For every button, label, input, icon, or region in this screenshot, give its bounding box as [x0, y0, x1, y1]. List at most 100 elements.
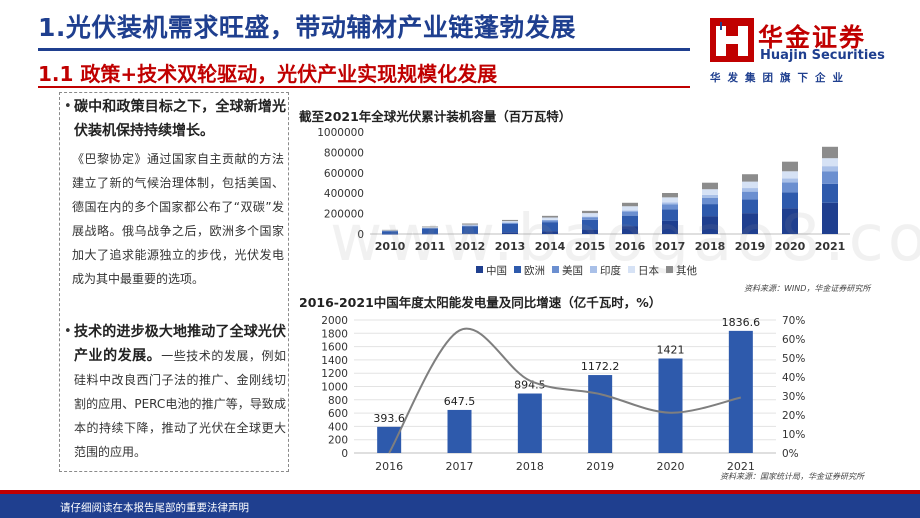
- chart1-bar-segment: [662, 202, 678, 205]
- chart1-bar-segment: [382, 233, 398, 235]
- chart1-bar-segment: [382, 230, 398, 231]
- chart1-bar-segment: [582, 219, 598, 230]
- chart1-bar-segment: [542, 220, 558, 223]
- chart2-ytick-left: 1200: [321, 368, 348, 380]
- chart1-ytick-label: 1000000: [317, 127, 364, 139]
- chart2-bar-label: 894.5: [514, 379, 546, 392]
- chart1-bar-segment: [542, 231, 558, 234]
- chart2-ytick-left: 1600: [321, 342, 348, 354]
- chart1-bar-segment: [462, 224, 478, 226]
- chart1-bar-segment: [782, 171, 798, 179]
- chart2-bar: [447, 409, 472, 453]
- chart2-ytick-right: 50%: [782, 353, 805, 365]
- chart1-xtick-label: 2016: [615, 240, 646, 253]
- chart2-ytick-left: 400: [328, 421, 348, 433]
- chart1-bar-segment: [422, 228, 438, 234]
- title-divider-blue: [38, 48, 690, 51]
- chart1-bar-segment: [742, 174, 758, 182]
- chart2-ytick-right: 30%: [782, 391, 805, 403]
- chart1-bar-segment: [542, 222, 558, 232]
- chart1-legend-label: 中国: [486, 264, 507, 277]
- chart2-growth-line: [388, 327, 742, 454]
- bullet-2-body: 一些技术的发展，例如硅料中改良西门子法的推广、金刚线切割的应用、PERC电池的推…: [74, 349, 286, 459]
- chart1-ytick-label: 400000: [324, 188, 364, 200]
- bullet-2-heading: 技术的进步极大地推动了全球光伏产业的发展。: [74, 324, 286, 364]
- chart1-xtick-label: 2011: [415, 240, 446, 253]
- chart1-bar-segment: [822, 146, 838, 159]
- chart1-stacked-bar: 0 200000 400000 600000 800000 1000000 2010 2011…: [317, 127, 850, 277]
- watermark: www.baogao8.com: [330, 202, 920, 276]
- chart1-bar-segment: [502, 221, 518, 223]
- chart2-ytick-left: 1000: [321, 382, 348, 394]
- footer-disclaimer: 请仔细阅读在本报告尾部的重要法律声明: [60, 502, 249, 514]
- chart1-ytick-label: 600000: [324, 168, 364, 180]
- chart1-bar-segment: [702, 197, 718, 205]
- chart2-ytick-right: 20%: [782, 410, 805, 422]
- chart1-bar-segment: [822, 171, 838, 184]
- chart1-bar-segment: [382, 230, 398, 234]
- chart1-xtick-label: 2019: [735, 240, 766, 253]
- bullet-2-marker: •: [64, 324, 72, 339]
- chart1-bar-segment: [542, 215, 558, 218]
- subtitle-divider-red: [38, 86, 690, 88]
- chart1-bar-segment: [662, 197, 678, 203]
- bullet-1-marker: •: [64, 99, 72, 114]
- chart1-ytick-label: 800000: [324, 147, 364, 159]
- chart1-bar-segment: [622, 202, 638, 207]
- chart1-bar-segment: [502, 222, 518, 224]
- chart1-bar-segment: [742, 188, 758, 192]
- chart1-bar-segment: [502, 232, 518, 234]
- chart1-legend-swatch: [552, 266, 559, 273]
- chart1-bar-segment: [742, 199, 758, 214]
- chart1-bar-segment: [502, 222, 518, 224]
- chart1-bar-segment: [822, 166, 838, 172]
- chart2-ytick-left: 0: [341, 448, 348, 460]
- chart1-bar-segment: [622, 210, 638, 212]
- chart1-bar-segment: [782, 182, 798, 193]
- chart1-bar-segment: [622, 211, 638, 216]
- chart2-xtick-label: 2018: [516, 460, 544, 473]
- chart1-bar-segment: [382, 229, 398, 231]
- page-title: 1.光伏装机需求旺盛，带动辅材产业链蓬勃发展: [38, 13, 576, 42]
- chart2-bar: [377, 426, 402, 453]
- chart1-xtick-label: 2017: [655, 240, 686, 253]
- text-panel: • 碳中和政策目标之下，全球新增光伏装机保持持续增长。 《巴黎协定》通过国家自主…: [59, 92, 289, 472]
- chart2-ytick-right: 40%: [782, 372, 805, 384]
- chart1-xtick-label: 2015: [575, 240, 606, 253]
- chart1-bar-segment: [822, 202, 838, 234]
- chart2-xtick-label: 2019: [586, 460, 614, 473]
- chart1-ytick-label: 0: [357, 229, 364, 241]
- footer-bar: [0, 494, 920, 518]
- chart1-legend-label: 其他: [676, 264, 697, 277]
- chart2-bar: [728, 330, 753, 453]
- chart1-legend-label: 日本: [638, 264, 659, 277]
- logo-name-en: Huajin Securities: [760, 48, 885, 63]
- chart2-ytick-left: 600: [328, 408, 348, 420]
- chart1-xtick-label: 2010: [375, 240, 406, 253]
- footer-accent: [0, 490, 920, 494]
- chart1-legend-label: 印度: [600, 264, 621, 277]
- chart2-source: 资料来源：国家统计局，华金证券研究所: [720, 472, 864, 481]
- chart1-bar-segment: [422, 227, 438, 229]
- chart2-ytick-right: 70%: [782, 315, 805, 327]
- bullet-1-body: 《巴黎协定》通过国家自主贡献的方法建立了新的气候治理体制，包括美国、德国在内的多…: [72, 152, 284, 286]
- chart1-bar-segment: [502, 219, 518, 222]
- chart1-xtick-label: 2012: [455, 240, 486, 253]
- chart1-bar-segment: [382, 230, 398, 232]
- chart2-xtick-label: 2016: [375, 460, 403, 473]
- chart1-bar-segment: [662, 204, 678, 210]
- chart1-bar-segment: [822, 158, 838, 167]
- chart1-bar-segment: [462, 225, 478, 226]
- chart2-ytick-left: 1400: [321, 355, 348, 367]
- chart1-bar-segment: [702, 204, 718, 217]
- chart1-bar-segment: [662, 220, 678, 234]
- chart1-bar-segment: [622, 215, 638, 227]
- chart1-title: 截至2021年全球光伏累计装机容量（百万瓦特）: [299, 109, 572, 124]
- chart1-xtick-label: 2013: [495, 240, 526, 253]
- chart1-bar-segment: [782, 208, 798, 234]
- chart1-bar-segment: [462, 233, 478, 234]
- bullet-1-heading: 碳中和政策目标之下，全球新增光伏装机保持持续增长。: [74, 99, 286, 139]
- chart1-legend-swatch: [514, 266, 521, 273]
- chart2-bar-label: 1172.2: [581, 360, 620, 373]
